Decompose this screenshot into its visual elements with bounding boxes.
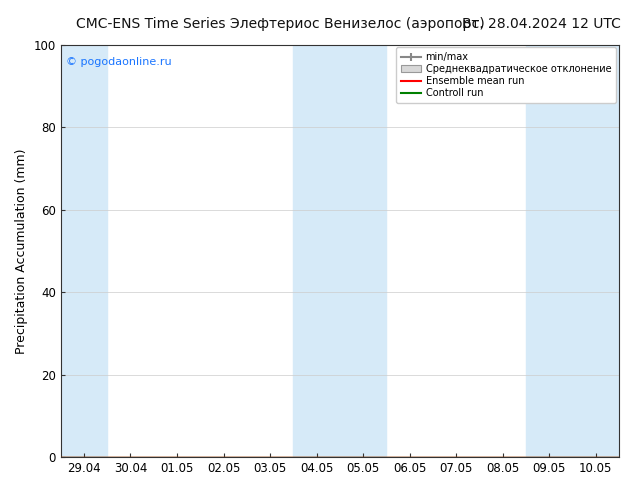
Text: CMC-ENS Time Series Элефтериос Венизелос (аэропорт): CMC-ENS Time Series Элефтериос Венизелос…: [76, 17, 485, 31]
Text: © pogodaonline.ru: © pogodaonline.ru: [66, 57, 172, 67]
Bar: [526, 45, 619, 457]
Bar: [61, 45, 107, 457]
Bar: [294, 45, 386, 457]
Legend: min/max, Среднеквадратическое отклонение, Ensemble mean run, Controll run: min/max, Среднеквадратическое отклонение…: [396, 48, 616, 103]
Y-axis label: Precipitation Accumulation (mm): Precipitation Accumulation (mm): [15, 148, 28, 354]
Text: Вс. 28.04.2024 12 UTC: Вс. 28.04.2024 12 UTC: [462, 17, 621, 31]
